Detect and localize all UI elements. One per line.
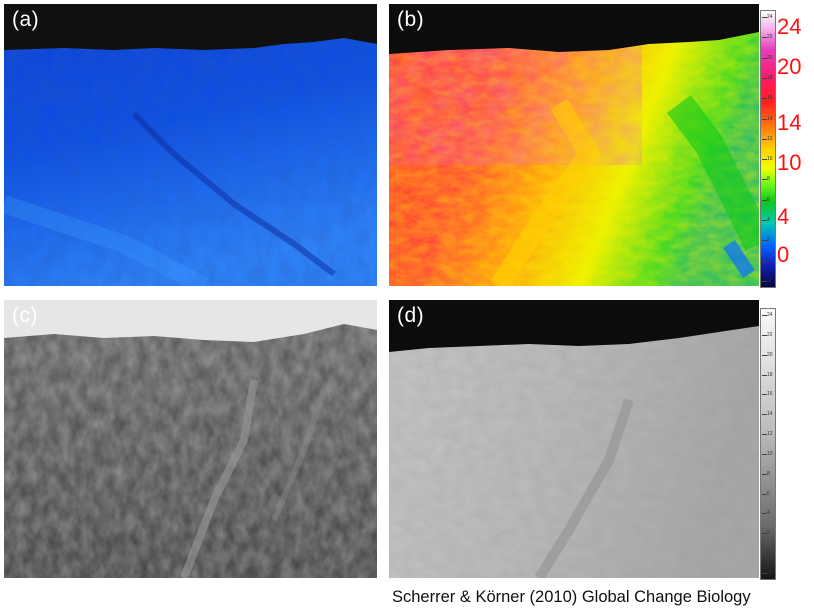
colorbar-tick [762,334,767,336]
colorbar-tick [762,553,767,555]
colorbar-tick-label: 12 [767,135,773,142]
scale-label-10: 10 [777,150,802,175]
panel-d-image: (d) [389,300,759,578]
colorbar-tick [762,138,767,140]
colorbar-tick-label: 20 [767,351,773,358]
colorbar-tick [762,240,767,242]
colorbar-tick-label: 18 [767,371,773,378]
colorbar-tick-label: 24 [767,14,773,20]
panel-b-image: (b) [389,4,759,286]
colorbar-tick [762,281,767,282]
colorbar-tick [762,414,767,416]
colorbar-tick [762,315,767,316]
colorbar-tick-label: 14 [767,411,773,418]
panel-a-label: (a) [12,8,40,31]
blue-hillside-image [4,4,377,286]
colorbar-tick-label: 12 [767,431,773,438]
colorbar-tick [762,573,767,574]
grayscale-thermal-image [389,300,759,578]
colorbar-tick-label: 16 [767,95,773,102]
colorbar-tick-label: 4 [767,510,770,517]
panel-d-label: (d) [397,304,425,327]
panel-c-image: (c) [4,300,377,578]
colorbar-tick-label: 0 [767,257,770,264]
grayscale-hillside-photo [4,300,377,578]
colorbar-tick [762,533,767,535]
colorbar-tick-label: 8 [767,470,770,477]
scale-label-24: 24 [777,14,802,39]
colorbar-tick [762,394,767,396]
colorbar-tick [762,57,767,59]
panel-b-label: (b) [397,8,425,31]
colorbar-tick [762,98,767,100]
colorbar-tick [762,17,767,18]
colorbar-tick [762,473,767,475]
colorbar-tick-label: 22 [767,34,773,41]
colorbar-tick-label: 22 [767,331,773,338]
colorbar-tick-label: 2 [767,530,770,537]
colorbar-tick-label: 2 [767,237,770,244]
colorbar-tick [762,159,767,161]
colorbar-tick [762,37,767,39]
colorbar-tick [762,354,767,356]
colorbar-tick-label: 10 [767,156,773,163]
colorbar-tick [762,118,767,120]
colorbar-tick [762,260,767,262]
colorbar-tick-label: 0 [767,550,770,557]
colorbar-tick-label: 6 [767,490,770,497]
scale-label-4: 4 [777,204,790,229]
colorbar-tick [762,374,767,376]
colorbar-tick [762,199,767,201]
colorbar-tick-label: 14 [767,115,773,122]
colorbar-tick [762,434,767,436]
scale-label-20: 20 [777,54,802,79]
colorbar-tick-label: 18 [767,74,773,81]
colorbar-tick [762,220,767,222]
colorbar-tick [762,513,767,515]
colorbar-tick-label: 20 [767,54,773,61]
colorbar-tick [762,493,767,495]
panel-c-label: (c) [12,304,38,327]
scale-label-14: 14 [777,110,802,135]
colorbar-false-color: 24 22 20 18 16 14 12 10 8 6 4 2 0 -2 [760,10,776,288]
colorbar-tick-label: 6 [767,196,770,203]
colorbar-tick [762,179,767,181]
colorbar-tick-label: 24 [767,312,773,318]
colorbar-tick-label: 10 [767,450,773,457]
false-color-hillside-image [389,4,759,286]
colorbar-tick [762,453,767,455]
colorbar-tick-label: -2 [767,278,772,284]
colorbar-tick-label: -2 [767,570,772,576]
colorbar-grayscale: 24 22 20 18 16 14 12 10 8 6 4 2 0 -2 [760,308,776,580]
colorbar-tick [762,77,767,79]
panel-a-image: (a) [4,4,377,286]
scale-label-0: 0 [777,242,790,267]
colorbar-tick-label: 4 [767,217,770,224]
citation-text: Scherrer & Körner (2010) Global Change B… [392,588,751,606]
colorbar-tick-label: 16 [767,391,773,398]
colorbar-tick-label: 8 [767,176,770,183]
